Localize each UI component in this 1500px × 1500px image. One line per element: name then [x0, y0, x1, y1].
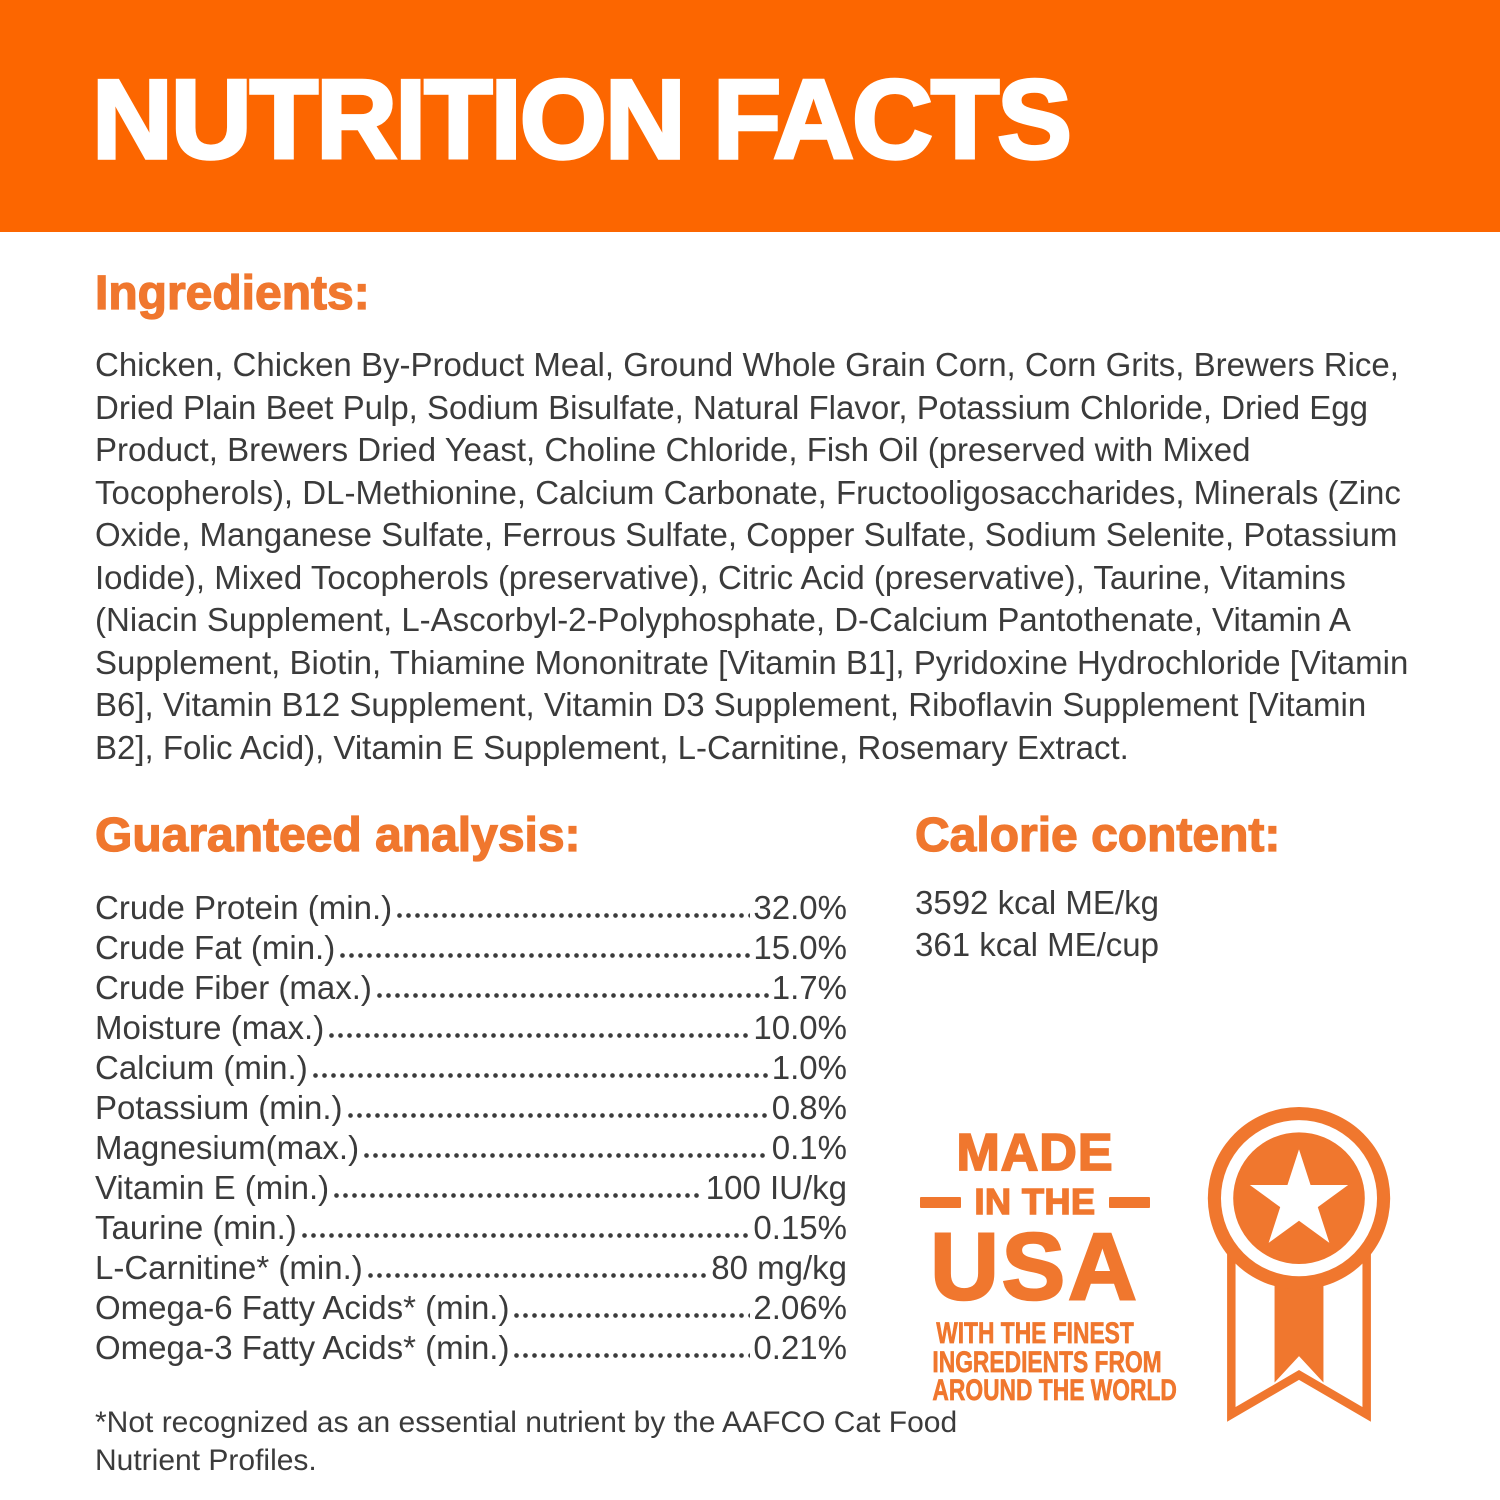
analysis-row: Omega-3 Fatty Acids* (min.) 0.21% — [95, 1328, 847, 1368]
analysis-label: Crude Protein (min.) — [95, 889, 393, 926]
analysis-value: 0.1% — [771, 1129, 847, 1166]
analysis-value: 1.0% — [771, 1049, 847, 1086]
analysis-row: Crude Protein (min.) 32.0% — [95, 888, 847, 928]
analysis-label: Omega-3 Fatty Acids* (min.) — [95, 1329, 510, 1366]
star-icon — [1249, 1149, 1349, 1243]
analysis-row: Vitamin E (min.) 100 IU/kg — [95, 1168, 847, 1208]
tagline-line: INGREDIENTS FROM — [932, 1345, 1162, 1379]
calorie-content-heading: Calorie content: — [914, 808, 1281, 862]
dot-leader — [365, 1272, 709, 1279]
dot-leader — [512, 1312, 751, 1319]
dot-leader — [362, 1152, 769, 1159]
dot-leader — [310, 1072, 769, 1079]
analysis-row: Crude Fiber (max.) 1.7% — [95, 968, 847, 1008]
analysis-row: Crude Fat (min.) 15.0% — [95, 928, 847, 968]
analysis-row: Moisture (max.) 10.0% — [95, 1008, 847, 1048]
analysis-label: Omega-6 Fatty Acids* (min.) — [95, 1289, 510, 1326]
dot-leader — [512, 1352, 751, 1359]
analysis-label: Crude Fat (min.) — [95, 929, 336, 966]
analysis-label: L-Carnitine* (min.) — [95, 1249, 363, 1286]
ingredients-heading: Ingredients: — [94, 266, 370, 320]
ingredients-text: Chicken, Chicken By-Product Meal, Ground… — [95, 346, 1409, 766]
aafco-footnote: *Not recognized as an essential nutrient… — [95, 1404, 957, 1480]
made-in-usa-badge: MADE IN THE USA WITH THE FINEST INGREDIE… — [900, 1124, 1177, 1407]
analysis-label: Vitamin E (min.) — [95, 1169, 330, 1206]
footnote-line: *Not recognized as an essential nutrient… — [95, 1406, 958, 1439]
analysis-value: 100 IU/kg — [705, 1169, 847, 1206]
footnote-line: Nutrient Profiles. — [95, 1444, 317, 1477]
in-the-text: IN THE — [974, 1181, 1096, 1222]
analysis-row: Omega-6 Fatty Acids* (min.) 2.06% — [95, 1288, 847, 1328]
calorie-content-values: 3592 kcal ME/kg 361 kcal ME/cup — [915, 882, 1159, 966]
analysis-value: 0.8% — [771, 1089, 847, 1126]
tagline-line: AROUND THE WORLD — [932, 1374, 1177, 1407]
analysis-label: Calcium (min.) — [95, 1049, 308, 1086]
dot-leader — [345, 1112, 769, 1119]
analysis-label: Taurine (min.) — [95, 1209, 297, 1246]
dot-leader — [327, 1032, 751, 1039]
analysis-value: 15.0% — [753, 929, 847, 966]
page-title: NUTRITION FACTS — [90, 55, 1073, 184]
analysis-row: L-Carnitine* (min.) 80 mg/kg — [95, 1248, 847, 1288]
analysis-label: Moisture (max.) — [95, 1009, 325, 1046]
analysis-label: Potassium (min.) — [95, 1089, 343, 1126]
medal-star-ribbon-icon — [1207, 1107, 1391, 1422]
analysis-value: 80 mg/kg — [711, 1249, 847, 1286]
analysis-row: Calcium (min.) 1.0% — [95, 1048, 847, 1088]
analysis-value: 0.21% — [753, 1329, 847, 1366]
calorie-cup-value: 361 kcal ME/cup — [915, 926, 1159, 963]
analysis-row: Potassium (min.) 0.8% — [95, 1088, 847, 1128]
analysis-row: Magnesium(max.) 0.1% — [95, 1128, 847, 1168]
in-the-row: IN THE — [900, 1181, 1170, 1222]
tagline-line: WITH THE FINEST — [936, 1317, 1134, 1350]
analysis-value: 32.0% — [753, 889, 847, 926]
dot-leader — [299, 1232, 751, 1239]
dot-leader — [338, 952, 751, 959]
usa-text: USA — [929, 1214, 1140, 1320]
dash-right — [1108, 1196, 1150, 1208]
analysis-value: 2.06% — [753, 1289, 847, 1326]
calorie-kg-value: 3592 kcal ME/kg — [915, 884, 1159, 921]
guaranteed-analysis-list: Crude Protein (min.) 32.0% Crude Fat (mi… — [95, 888, 847, 1368]
analysis-label: Crude Fiber (max.) — [95, 969, 372, 1006]
analysis-value: 10.0% — [753, 1009, 847, 1046]
analysis-label: Magnesium(max.) — [95, 1129, 360, 1166]
dot-leader — [395, 912, 751, 919]
usa-tagline: WITH THE FINEST INGREDIENTS FROM AROUND … — [900, 1317, 1177, 1407]
made-text: MADE — [956, 1124, 1114, 1182]
analysis-value: 0.15% — [753, 1209, 847, 1246]
dot-leader — [332, 1192, 703, 1199]
analysis-row: Taurine (min.) 0.15% — [95, 1208, 847, 1248]
guaranteed-analysis-heading: Guaranteed analysis: — [94, 808, 581, 862]
header-banner: NUTRITION FACTS — [0, 0, 1500, 232]
dash-left — [920, 1196, 962, 1208]
analysis-value: 1.7% — [771, 969, 847, 1006]
dot-leader — [374, 992, 769, 999]
